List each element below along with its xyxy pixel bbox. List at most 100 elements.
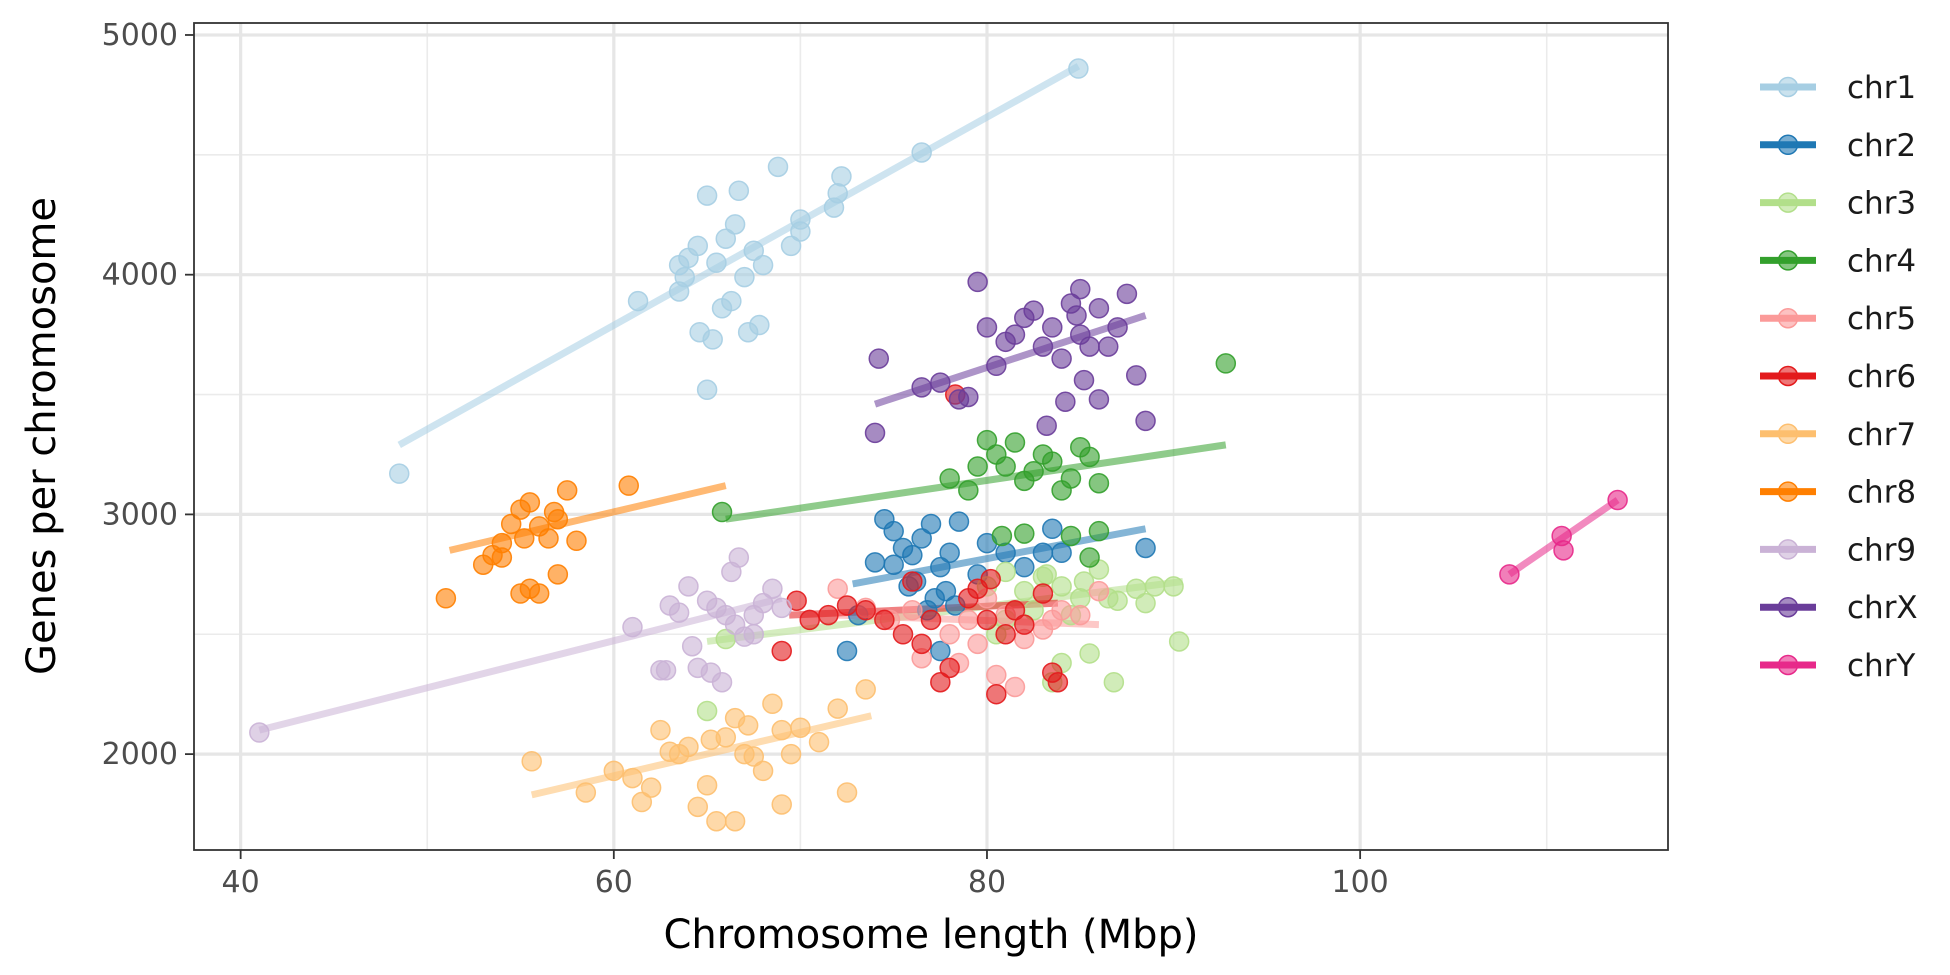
data-point-chrX xyxy=(967,271,988,293)
data-point-chr6 xyxy=(1004,600,1026,621)
data-point-chr4 xyxy=(1060,525,1082,547)
legend-label: chr6 xyxy=(1847,359,1916,395)
data-point-chrX xyxy=(1107,317,1128,338)
data-point-chr2 xyxy=(883,554,904,575)
data-point-chrX xyxy=(868,348,890,369)
data-point-chr8 xyxy=(528,583,550,604)
data-point-chr1 xyxy=(827,182,848,204)
data-point-chr1 xyxy=(668,254,690,276)
fit-line-chr1 xyxy=(397,63,1081,448)
data-point-chr4 xyxy=(1079,446,1100,468)
data-point-chr5 xyxy=(902,600,923,621)
data-point-chr6 xyxy=(976,609,998,631)
data-point-chr8 xyxy=(435,588,457,609)
legend-label: chr9 xyxy=(1847,532,1916,568)
data-point-chr3 xyxy=(1079,643,1100,664)
data-point-chr6 xyxy=(818,604,839,626)
data-point-chrX xyxy=(911,377,932,398)
data-point-chr4 xyxy=(1088,520,1110,542)
data-point-chr7 xyxy=(808,731,830,753)
x-axis-title: Chromosome length (Mbp) xyxy=(663,912,1198,958)
data-point-chr9 xyxy=(681,635,703,657)
data-point-chr9 xyxy=(771,597,792,619)
data-point-chrX xyxy=(1079,336,1100,357)
data-point-chr4 xyxy=(976,429,998,451)
data-point-chr6 xyxy=(836,595,858,616)
data-point-chr4 xyxy=(1060,468,1082,489)
data-point-chr2 xyxy=(1051,542,1072,564)
data-point-chr8 xyxy=(538,528,559,549)
data-point-chr5 xyxy=(939,624,960,645)
data-point-chr7 xyxy=(650,719,671,741)
fit-line-chr4 xyxy=(725,441,1227,523)
data-point-chr6 xyxy=(980,568,1001,590)
data-point-chr1 xyxy=(728,180,750,202)
data-point-chr1 xyxy=(743,240,764,261)
data-point-chr5 xyxy=(958,609,979,631)
data-point-chr3 xyxy=(1144,576,1166,597)
data-point-chr4 xyxy=(958,480,979,501)
data-point-chrY xyxy=(1607,489,1628,511)
data-point-chrX xyxy=(1135,410,1156,432)
fit-line-chr7 xyxy=(530,712,873,799)
data-point-chr9 xyxy=(249,722,270,743)
data-point-chr9 xyxy=(762,578,783,599)
data-point-chrX xyxy=(976,317,998,338)
data-point-chr1 xyxy=(721,290,742,312)
data-point-chrY xyxy=(1499,564,1520,585)
data-point-chr2 xyxy=(930,640,951,662)
x-tick-label: 40 xyxy=(222,865,260,900)
data-point-chrX xyxy=(1088,298,1110,319)
data-point-chr3 xyxy=(1163,576,1184,597)
data-point-chr2 xyxy=(1032,542,1054,564)
data-point-chr1 xyxy=(724,214,746,235)
data-point-chr4 xyxy=(1023,461,1044,482)
legend-label: chr1 xyxy=(1847,70,1916,106)
data-point-chr8 xyxy=(514,528,535,549)
data-point-chr1 xyxy=(831,166,852,187)
data-point-chr4 xyxy=(1004,432,1026,453)
data-point-chr7 xyxy=(827,698,848,719)
data-point-chr3 xyxy=(1168,631,1190,652)
legend-key-point xyxy=(1777,365,1799,387)
plot-border xyxy=(193,22,1669,851)
data-point-chrX xyxy=(1125,365,1147,386)
data-point-chr8 xyxy=(547,564,569,585)
data-point-chr6 xyxy=(930,671,951,693)
data-point-chr7 xyxy=(762,693,783,715)
data-point-chr7 xyxy=(771,719,792,741)
data-point-chr4 xyxy=(986,444,1007,465)
data-point-chrX xyxy=(1042,317,1063,338)
data-point-chr4 xyxy=(1014,523,1035,544)
data-point-chr4 xyxy=(1215,353,1237,374)
plot-background xyxy=(194,23,1668,850)
data-point-chr7 xyxy=(678,736,699,758)
legend-label: chr7 xyxy=(1847,417,1916,453)
data-point-chr7 xyxy=(737,715,759,736)
data-point-chrX xyxy=(1066,305,1087,326)
legend-key-point xyxy=(1777,654,1799,676)
data-point-chr4 xyxy=(1088,472,1110,494)
data-point-chr5 xyxy=(1088,580,1110,602)
data-point-chr2 xyxy=(935,580,957,602)
fit-line-chr9 xyxy=(258,594,783,734)
data-point-chr7 xyxy=(575,782,597,803)
data-point-chr5 xyxy=(1070,604,1091,626)
y-tick-label: 4000 xyxy=(102,258,178,293)
data-point-chr2 xyxy=(883,520,904,542)
data-point-chr9 xyxy=(743,624,764,645)
data-point-chr6 xyxy=(874,609,895,631)
data-point-chrX xyxy=(1051,348,1072,369)
legend: chr1 chr2 chr3 chr4 chr5 chr6 chr7 chr8 chr9 chrX… xyxy=(1760,70,1918,684)
data-point-chr8 xyxy=(482,544,503,566)
data-point-chr9 xyxy=(728,547,750,568)
data-point-chrX xyxy=(1032,336,1054,357)
data-point-chr3 xyxy=(696,700,718,722)
data-point-chr2 xyxy=(939,542,960,564)
data-point-chr2 xyxy=(930,556,951,578)
data-point-chr5 xyxy=(1004,676,1026,698)
data-point-chr1 xyxy=(715,228,737,249)
data-point-chr9 xyxy=(655,659,677,681)
